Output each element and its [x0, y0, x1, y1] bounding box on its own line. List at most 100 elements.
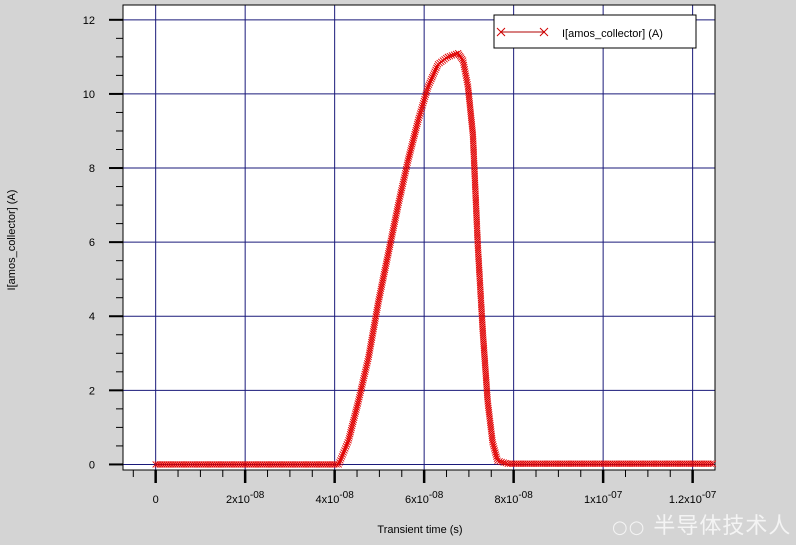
data-point [341, 447, 348, 454]
data-point [361, 370, 369, 378]
data-point [375, 298, 382, 305]
data-point [400, 176, 408, 183]
data-point [360, 374, 368, 382]
data-point [381, 266, 389, 274]
data-point [357, 389, 364, 397]
data-point [358, 383, 366, 390]
data-point [424, 85, 431, 92]
data-point [399, 182, 406, 190]
data-point [386, 241, 394, 249]
data-point [413, 120, 421, 128]
data-point [419, 99, 427, 107]
data-point [395, 197, 403, 205]
data-point [420, 97, 428, 105]
data-point [339, 451, 347, 458]
data-point [363, 362, 371, 369]
x-tick-label: 1.2x10-07 [669, 490, 717, 506]
data-point [393, 210, 400, 217]
data-point [337, 457, 344, 464]
data-point [352, 408, 360, 416]
data-point [361, 368, 369, 376]
data-point [353, 404, 361, 411]
y-tick-label: 6 [89, 237, 95, 249]
data-point [405, 153, 413, 160]
data-point [350, 416, 358, 424]
data-point [412, 126, 420, 134]
data-point [347, 428, 354, 436]
data-point [707, 460, 714, 468]
data-point [355, 398, 362, 405]
data-point [401, 172, 409, 179]
data-point [424, 83, 432, 90]
data-point [408, 140, 416, 148]
data-point [432, 66, 439, 74]
data-point [411, 130, 419, 138]
data-point [413, 122, 421, 130]
data-point [398, 186, 405, 194]
data-point [382, 260, 390, 268]
data-point [347, 426, 355, 434]
data-point [428, 73, 436, 81]
data-point [345, 434, 353, 442]
data-point [360, 372, 368, 380]
data-point [346, 432, 353, 440]
data-point [431, 68, 439, 76]
data-point [416, 112, 423, 120]
legend-label: I[amos_collector] (A) [562, 28, 663, 40]
data-point [394, 201, 402, 209]
data-point [356, 391, 364, 399]
data-point [355, 396, 363, 403]
data-point [397, 191, 404, 198]
data-point [357, 387, 365, 395]
data-point [400, 178, 407, 186]
legend[interactable]: I[amos_collector] (A) [493, 14, 697, 49]
data-point [444, 53, 452, 61]
data-point [376, 293, 383, 301]
data-point [349, 420, 356, 428]
data-point [362, 364, 370, 371]
y-tick-label: 10 [83, 89, 95, 101]
x-tick-label: 8x10-08 [494, 490, 533, 506]
data-point [349, 418, 357, 426]
data-point [405, 155, 412, 162]
data-point [335, 461, 342, 468]
y-tick-label: 2 [89, 385, 95, 397]
data-point [336, 459, 343, 466]
data-point [385, 247, 393, 255]
data-point [359, 376, 367, 384]
data-point [378, 283, 385, 291]
data-point [392, 214, 399, 221]
data-point [382, 264, 389, 272]
data-point [376, 289, 384, 297]
data-point [428, 75, 435, 83]
data-point [388, 233, 396, 240]
data-point [412, 124, 420, 132]
data-point [390, 224, 397, 232]
data-point [403, 163, 410, 171]
data-point [401, 170, 409, 177]
data-point [494, 457, 501, 465]
data-point [340, 449, 347, 456]
data-point [356, 393, 363, 401]
data-point [490, 445, 498, 452]
data-point [489, 438, 496, 446]
data-point [490, 443, 498, 450]
data-point [407, 145, 415, 152]
y-tick-label: 8 [89, 163, 95, 175]
data-point [411, 128, 419, 136]
data-point [385, 245, 393, 253]
data-point [403, 161, 411, 169]
data-point [709, 460, 717, 468]
data-point [391, 218, 399, 226]
data-point [415, 114, 423, 122]
data-point [346, 430, 354, 438]
data-point [417, 108, 425, 115]
data-point [375, 296, 383, 303]
data-point [381, 268, 388, 276]
data-point [380, 272, 387, 280]
data-point [416, 110, 424, 117]
data-point [337, 455, 345, 462]
data-point [427, 77, 434, 85]
data-point [383, 258, 390, 265]
